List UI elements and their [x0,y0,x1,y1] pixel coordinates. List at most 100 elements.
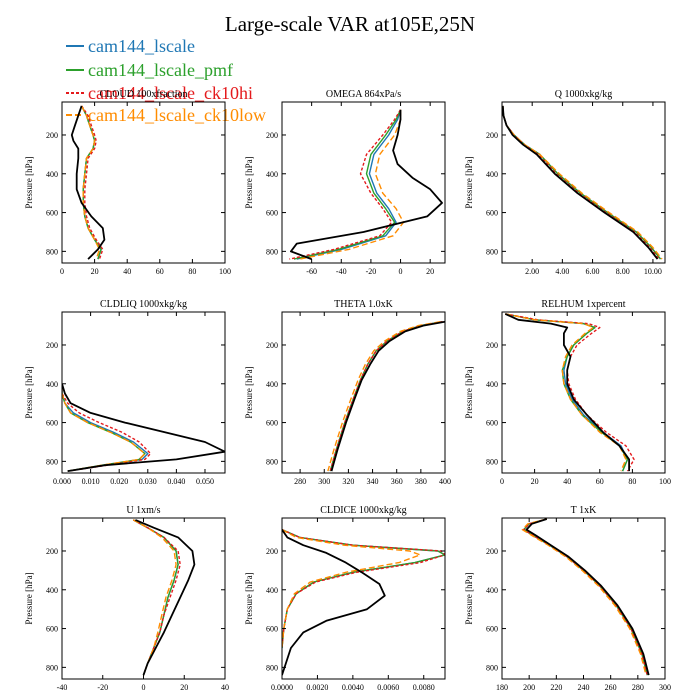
y-axis-label: Pressure [hPa] [244,156,254,208]
x-tick-label: 0 [142,683,146,692]
y-tick-label: 400 [486,586,498,595]
y-tick-label: 200 [46,341,58,350]
x-tick-label: 20 [180,683,188,692]
y-tick-label: 800 [486,247,498,256]
plot-frame [61,311,226,474]
y-axis-label: Pressure [hPa] [464,156,474,208]
x-tick-label: 10.00 [644,267,662,276]
series-line [523,518,648,676]
x-tick-label: 20 [531,477,539,486]
plot-frame [501,101,666,264]
panel-title: T 1xK [571,505,597,516]
y-tick-label: 400 [266,170,278,179]
x-tick-label: 100 [219,267,231,276]
legend: cam144_lscale cam144_lscale_pmf cam144_lsc… [66,36,266,125]
y-tick-label: 600 [266,209,278,218]
y-tick-label: 400 [266,380,278,389]
x-tick-label: 0.020 [110,477,128,486]
series-line [81,105,104,260]
series-line [525,518,650,676]
x-tick-label: 200 [523,683,535,692]
panel-title: THETA 1.0xK [334,299,393,310]
y-axis-label: Pressure [hPa] [24,366,34,418]
series-line [296,109,402,260]
series-line [70,105,106,260]
series-line [289,109,443,260]
x-tick-label: 320 [342,477,354,486]
panel-title: CLDLIQ 1000xkg/kg [100,299,187,310]
y-tick-label: 800 [46,663,58,672]
series-line [282,529,386,676]
x-tick-label: 0 [500,477,504,486]
panel: CLOUD 100xfraction Pressure [hPa] 0 20 40 60 8… [24,89,231,276]
x-tick-label: 80 [188,267,196,276]
x-tick-label: 0.030 [139,477,157,486]
x-tick-label: 0.0040 [342,683,364,692]
legend-entry: cam144_lscale_pmf [88,60,233,80]
x-tick-label: 60 [596,477,604,486]
panel: OMEGA 864xPa/s Pressure [hPa] -60 -40 -20 0 20… [244,89,446,276]
y-tick-label: 200 [486,547,498,556]
x-tick-label: 300 [659,683,671,692]
panel: T 1xK Pressure [hPa] 180 200 220 240 260 280 300… [464,505,671,692]
y-tick-label: 600 [486,419,498,428]
x-tick-label: 360 [391,477,403,486]
y-axis-label: Pressure [hPa] [464,572,474,624]
x-tick-label: 340 [367,477,379,486]
legend-entry: cam144_lscale [88,36,195,56]
series-line [299,109,405,260]
y-tick-label: 600 [46,625,58,634]
y-tick-label: 200 [486,131,498,140]
series-line [62,383,149,472]
y-tick-label: 400 [46,586,58,595]
x-tick-label: -40 [336,267,347,276]
y-axis-label: Pressure [hPa] [24,572,34,624]
plot-frame [501,311,666,474]
y-tick-label: 600 [486,625,498,634]
main-title: Large-scale VAR at105E,25N [225,12,475,36]
series-line [504,313,630,472]
x-tick-label: -60 [306,267,317,276]
y-tick-label: 200 [46,547,58,556]
y-tick-label: 600 [46,419,58,428]
y-tick-label: 800 [46,457,58,466]
x-tick-label: 0.0000 [271,683,293,692]
x-tick-label: 180 [496,683,508,692]
y-tick-label: 400 [486,170,498,179]
panel: THETA 1.0xK Pressure [hPa] 280 300 320 340 360… [244,299,451,486]
panel-title: RELHUM 1xpercent [541,299,625,310]
series-line [505,313,629,472]
y-axis-label: Pressure [hPa] [464,366,474,418]
series-line [132,519,177,676]
plot-frame [281,311,446,474]
y-axis-label: Pressure [hPa] [24,156,34,208]
panel-title: CLDICE 1000xkg/kg [320,505,406,516]
panel-title: CLOUD 100xfraction [99,89,187,100]
y-axis-label: Pressure [hPa] [244,572,254,624]
x-tick-label: 0.000 [53,477,71,486]
series-line [502,105,660,260]
panel-title: OMEGA 864xPa/s [326,89,401,100]
panel: CLDLIQ 1000xkg/kg Pressure [hPa] 0.000 0.01… [24,299,226,486]
x-tick-label: 280 [632,683,644,692]
y-tick-label: 200 [266,341,278,350]
y-tick-label: 400 [46,380,58,389]
x-tick-label: 0.0080 [413,683,435,692]
x-tick-label: 300 [318,477,330,486]
x-tick-label: 280 [294,477,306,486]
y-tick-label: 200 [486,341,498,350]
series-line [80,105,101,260]
x-tick-label: -20 [97,683,108,692]
x-tick-label: 2.00 [525,267,539,276]
y-tick-label: 400 [486,380,498,389]
plot-frame [281,517,446,680]
y-tick-label: 800 [486,663,498,672]
series-line [132,519,179,676]
x-tick-label: 240 [578,683,590,692]
x-tick-label: 400 [439,477,451,486]
x-tick-label: 0.040 [167,477,185,486]
series-line [62,383,146,472]
panel: RELHUM 1xpercent Pressure [hPa] 0 20 40 60 80 1… [464,299,671,486]
x-tick-label: 0 [399,267,403,276]
